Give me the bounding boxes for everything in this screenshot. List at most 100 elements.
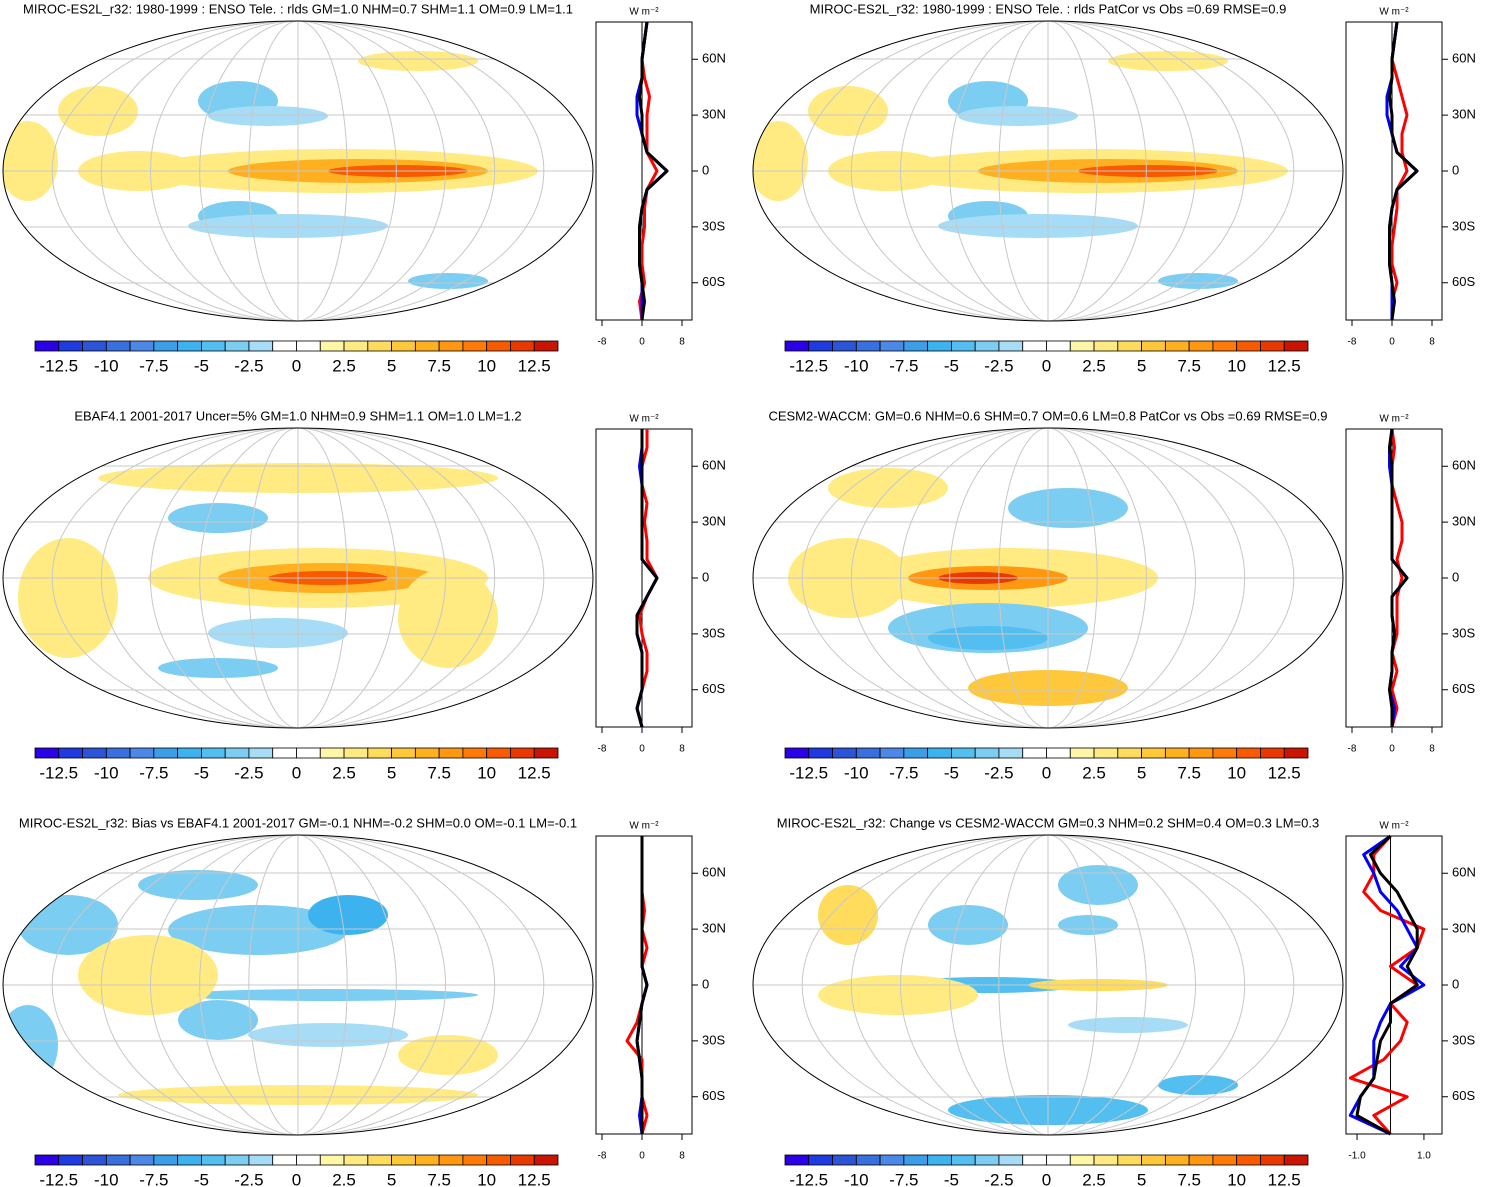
colorbar-box	[34, 1154, 60, 1166]
colorbar-box	[784, 747, 810, 759]
colorbar-label: -12.5	[789, 1170, 828, 1187]
colorbar-label: -7.5	[139, 356, 168, 375]
colorbar-label: -10	[844, 1170, 869, 1187]
colorbar-box	[1046, 747, 1071, 759]
panel-title: CESM2-WACCM: GM=0.6 NHM=0.6 SHM=0.7 OM=0…	[768, 408, 1327, 423]
colorbar-box	[1117, 747, 1142, 759]
panel: EBAF4.1 2001-2017 Uncer=5% GM=1.0 NHM=0.…	[2, 408, 726, 782]
colorbar-box	[248, 747, 274, 759]
colorbar-box	[855, 340, 881, 352]
colorbar-box	[1188, 1154, 1214, 1166]
colorbar-label: 2.5	[332, 763, 356, 782]
side-plot-frame	[595, 835, 693, 1135]
colorbar-box	[201, 1154, 226, 1166]
colorbar-box	[998, 747, 1024, 759]
anomaly-region	[178, 989, 478, 1001]
x-tick-label: -8	[598, 337, 607, 348]
zonal-mean-line	[638, 21, 669, 321]
colorbar-box	[248, 340, 274, 352]
anomaly-region	[398, 568, 498, 668]
panel: MIROC-ES2L_r32: 1980-1999 : ENSO Tele. :…	[752, 1, 1476, 375]
colorbar-box	[343, 747, 369, 759]
colorbar-box	[879, 1154, 905, 1166]
y-tick-label: 60N	[1452, 51, 1476, 66]
colorbar-box	[951, 1154, 976, 1166]
colorbar-box	[343, 340, 369, 352]
map-field	[753, 835, 1343, 1135]
colorbar-label: 7.5	[1177, 356, 1201, 375]
colorbar-box	[391, 340, 416, 352]
colorbar-box	[974, 340, 1000, 352]
colorbar-box	[224, 340, 250, 352]
colorbar-label: 2.5	[1082, 1170, 1106, 1187]
colorbar-box	[1093, 747, 1119, 759]
colorbar-box	[58, 1154, 83, 1166]
map-field	[753, 428, 1343, 728]
colorbar-label: 10	[477, 1170, 496, 1187]
colorbar-box	[272, 747, 297, 759]
colorbar-label: -7.5	[889, 763, 918, 782]
colorbar-box	[105, 1154, 131, 1166]
colorbar-box	[414, 747, 440, 759]
colorbar-box	[927, 340, 952, 352]
colorbar-box	[1164, 1154, 1190, 1166]
colorbar-box	[177, 340, 202, 352]
colorbar-box	[1093, 1154, 1119, 1166]
x-tick-label: 8	[1429, 337, 1435, 348]
x-tick-label: -8	[598, 1151, 607, 1162]
colorbar-box	[879, 340, 905, 352]
anomaly-region	[1058, 865, 1138, 905]
y-tick-label: 30N	[1452, 107, 1476, 122]
anomaly-region	[3, 1005, 58, 1085]
map-outline	[2, 427, 594, 729]
y-tick-label: 30N	[1452, 921, 1476, 936]
colorbar-label: 12.5	[518, 763, 551, 782]
y-tick-label: 60S	[1452, 681, 1475, 696]
colorbar-box	[319, 340, 345, 352]
anomaly-region	[78, 935, 218, 1015]
anomaly-region	[1158, 1075, 1238, 1095]
y-tick-label: 0	[1452, 976, 1459, 991]
colorbar-box	[927, 747, 952, 759]
anomaly-region	[158, 658, 278, 678]
colorbar-box	[1117, 1154, 1142, 1166]
colorbar-label: 10	[477, 356, 496, 375]
colorbar-box	[82, 340, 107, 352]
y-tick-label: 30N	[702, 921, 726, 936]
colorbar-label: -2.5	[984, 1170, 1013, 1187]
map-field	[3, 835, 593, 1135]
zonal-mean-line	[1388, 428, 1409, 727]
anomaly-region	[18, 538, 118, 658]
colorbar-box	[1212, 340, 1238, 352]
x-tick-label: 1.0	[1417, 1151, 1431, 1162]
colorbar-box	[105, 747, 131, 759]
x-tick-label: 0	[639, 744, 645, 755]
colorbar-box	[510, 747, 535, 759]
map-inner	[753, 21, 1343, 321]
colorbar-box	[129, 340, 155, 352]
colorbar-box	[1022, 1154, 1047, 1166]
anomaly-region	[958, 106, 1078, 126]
colorbar-box	[486, 340, 511, 352]
colorbar-box	[1069, 1154, 1095, 1166]
colorbar-box	[319, 1154, 345, 1166]
colorbar-label: -2.5	[234, 356, 263, 375]
colorbar-label: 0	[292, 1170, 301, 1187]
anomaly-region	[753, 121, 808, 201]
colorbar-box	[1164, 340, 1190, 352]
map-outline	[752, 834, 1344, 1136]
colorbar-label: 5	[387, 763, 396, 782]
zonal-mean-line	[638, 21, 659, 321]
colorbar-box	[296, 340, 321, 352]
zonal-mean-line	[635, 836, 649, 1134]
map-field	[3, 21, 593, 321]
map-inner	[3, 835, 593, 1135]
colorbar-box	[462, 747, 488, 759]
colorbar-label: 12.5	[518, 356, 551, 375]
colorbar-box	[438, 1154, 464, 1166]
colorbar-box	[129, 747, 155, 759]
colorbar-box	[438, 747, 464, 759]
colorbar-box	[1069, 340, 1095, 352]
colorbar-label: 12.5	[1268, 1170, 1301, 1187]
colorbar-box	[1117, 340, 1142, 352]
